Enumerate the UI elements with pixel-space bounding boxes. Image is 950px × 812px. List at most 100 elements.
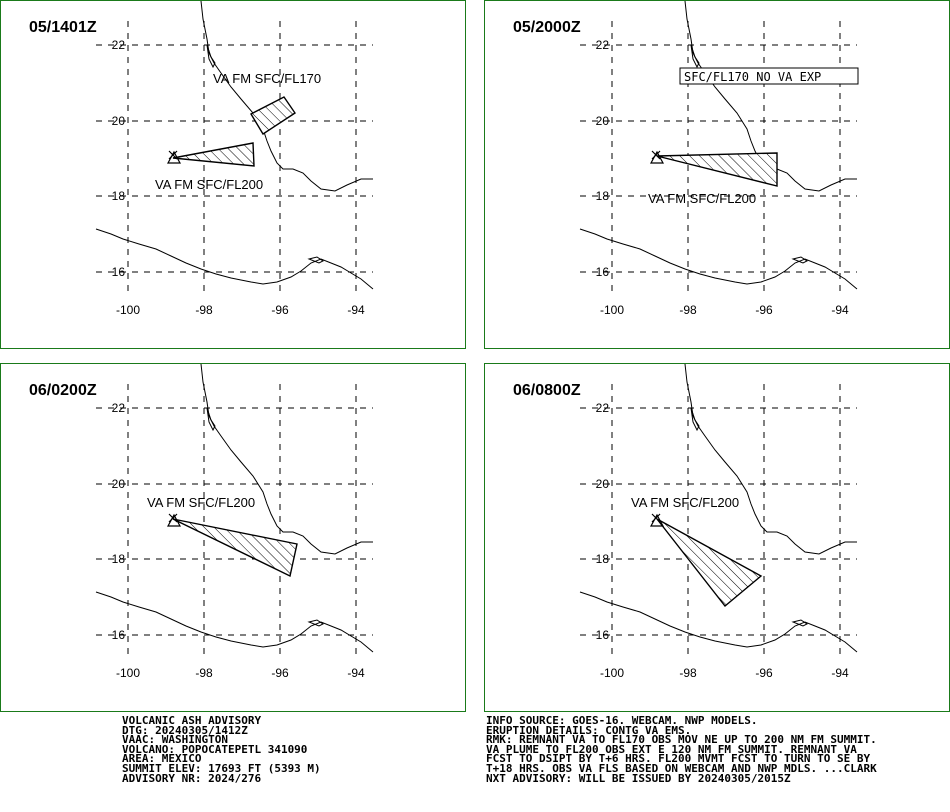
lat-tick-label: 22 [596, 38, 610, 52]
volcano-marker [649, 150, 665, 164]
map-panel-4: -100 -98 -96 -94 22 20 18 16 VA FM SFC/FL200 06… [484, 363, 950, 712]
ticks-4: -100 -98 -96 -94 22 20 18 16 [596, 401, 849, 680]
advisory-line: FCST TO DSIPT BY T+6 HRS. FL200 MVMT FCS… [486, 752, 871, 766]
lon-tick-label: -100 [600, 666, 624, 680]
lat-tick-label: 18 [596, 552, 610, 566]
advisory-line: VAAC: WASHINGTON [122, 733, 228, 747]
advisory-line: VA PLUME TO FL200 OBS EXT E 120 NM FM SU… [486, 742, 857, 756]
lat-tick-label: 18 [112, 552, 126, 566]
lon-tick-label: -96 [271, 303, 289, 317]
advisory-left: VOLCANIC ASH ADVISORY DTG: 20240305/1412… [122, 714, 321, 785]
lat-tick-label: 22 [112, 38, 126, 52]
lon-tick-label: -94 [831, 666, 849, 680]
advisory-line: RMK: REMNANT VA TO FL170 OBS MOV NE UP T… [486, 733, 877, 747]
ash-areas-4 [656, 518, 763, 608]
advisory-line: INFO SOURCE: GOES-16. WEBCAM. NWP MODELS… [486, 714, 758, 727]
advisory-line: DTG: 20240305/1412Z [122, 723, 248, 737]
lat-tick-label: 20 [596, 114, 610, 128]
ticks-1: -100 -98 -96 -94 22 20 18 16 [112, 38, 365, 317]
advisory-line: ADVISORY NR: 2024/276 [122, 771, 262, 785]
map-panel-3: -100 -98 -96 -94 22 20 18 16 VA FM SFC/FL200 06… [0, 363, 466, 712]
advisory-line: NXT ADVISORY: WILL BE ISSUED BY 20240305… [486, 771, 791, 785]
map-panel-1: -100 -98 -96 -94 22 20 18 16 VA FM SFC/FL170 VA… [0, 0, 466, 349]
ash-area-fl200 [172, 142, 255, 167]
lon-tick-label: -96 [755, 666, 773, 680]
ash-area-fl200 [656, 518, 763, 608]
grid-4 [580, 384, 857, 656]
coast-detail [791, 619, 808, 627]
coast-detail [690, 407, 700, 432]
ash-label-fl170: VA FM SFC/FL170 [213, 71, 321, 86]
ash-areas-1 [172, 96, 296, 167]
gulf-coastline [200, 364, 373, 555]
advisory-line: VOLCANIC ASH ADVISORY [122, 714, 262, 727]
lon-tick-label: -100 [116, 303, 140, 317]
lat-tick-label: 20 [112, 477, 126, 491]
pacific-coastline [579, 591, 858, 653]
volcano-marker [166, 513, 182, 527]
panel-time-1: 05/1401Z [29, 19, 97, 36]
lat-tick-label: 20 [596, 477, 610, 491]
coast-detail [307, 619, 324, 627]
lat-tick-label: 18 [112, 189, 126, 203]
lat-tick-label: 18 [596, 189, 610, 203]
lat-tick-label: 16 [596, 628, 610, 642]
pacific-coastline [95, 591, 374, 653]
map-panel-2: -100 -98 -96 -94 22 20 18 16 SFC/FL170 NO VA EX… [484, 0, 950, 349]
lon-tick-label: -98 [195, 666, 213, 680]
lat-tick-label: 20 [112, 114, 126, 128]
ash-label-fl200: VA FM SFC/FL200 [155, 177, 263, 192]
ash-area-fl200 [172, 518, 298, 578]
advisory-right: INFO SOURCE: GOES-16. WEBCAM. NWP MODELS… [486, 714, 877, 785]
lon-tick-label: -98 [679, 303, 697, 317]
lon-tick-label: -100 [600, 303, 624, 317]
ash-label-fl200: VA FM SFC/FL200 [648, 191, 756, 206]
volcano-marker [166, 150, 182, 164]
map-canvas-4: -100 -98 -96 -94 22 20 18 16 VA FM SFC/FL200 [579, 364, 858, 680]
coast-3 [95, 364, 374, 653]
ash-area-fl170 [250, 96, 296, 135]
ticks-2: -100 -98 -96 -94 22 20 18 16 [596, 38, 849, 317]
lat-tick-label: 22 [112, 401, 126, 415]
ash-areas-3 [172, 518, 298, 578]
panel-time-3: 06/0200Z [29, 382, 97, 399]
coast-detail [690, 44, 700, 69]
pacific-coastline [95, 228, 374, 290]
coast-detail [206, 407, 216, 432]
coast-detail [307, 256, 324, 264]
lat-tick-label: 16 [112, 265, 126, 279]
lat-tick-label: 16 [596, 265, 610, 279]
lon-tick-label: -96 [755, 303, 773, 317]
coast-detail [206, 44, 216, 69]
advisory-line: VOLCANO: POPOCATEPETL 341090 [122, 742, 308, 756]
ash-label-fl200: VA FM SFC/FL200 [147, 495, 255, 510]
gulf-coastline [684, 364, 857, 555]
lon-tick-label: -98 [195, 303, 213, 317]
lon-tick-label: -94 [347, 666, 365, 680]
map-canvas-2: -100 -98 -96 -94 22 20 18 16 SFC/FL170 NO VA EX… [579, 1, 859, 317]
lon-tick-label: -98 [679, 666, 697, 680]
panel-time-2: 05/2000Z [513, 19, 581, 36]
coast-detail [791, 256, 808, 264]
map-canvas-1: -100 -98 -96 -94 22 20 18 16 VA FM SFC/FL170 VA… [95, 1, 374, 317]
advisory-line: SUMMIT ELEV: 17693 FT (5393 M) [122, 761, 321, 775]
panel-time-4: 06/0800Z [513, 382, 581, 399]
map-canvas-3: -100 -98 -96 -94 22 20 18 16 VA FM SFC/FL200 [95, 364, 374, 680]
advisory-line: T+18 HRS. OBS VA FLS BASED ON WEBCAM AND… [486, 761, 877, 775]
grid-3 [96, 384, 373, 656]
lat-tick-label: 22 [596, 401, 610, 415]
volcano-marker [649, 513, 665, 527]
coast-4 [579, 364, 858, 653]
advisory-line: AREA: MEXICO [122, 752, 202, 766]
lon-tick-label: -94 [347, 303, 365, 317]
no-va-box [679, 67, 859, 85]
lon-tick-label: -100 [116, 666, 140, 680]
ash-label-fl200: VA FM SFC/FL200 [631, 495, 739, 510]
ash-areas-2 [656, 152, 778, 187]
lon-tick-label: -96 [271, 666, 289, 680]
pacific-coastline [579, 228, 858, 290]
coast-2 [579, 1, 858, 290]
ash-area-fl200 [656, 152, 778, 187]
coast-1 [95, 1, 374, 290]
ticks-3: -100 -98 -96 -94 22 20 18 16 [112, 401, 365, 680]
